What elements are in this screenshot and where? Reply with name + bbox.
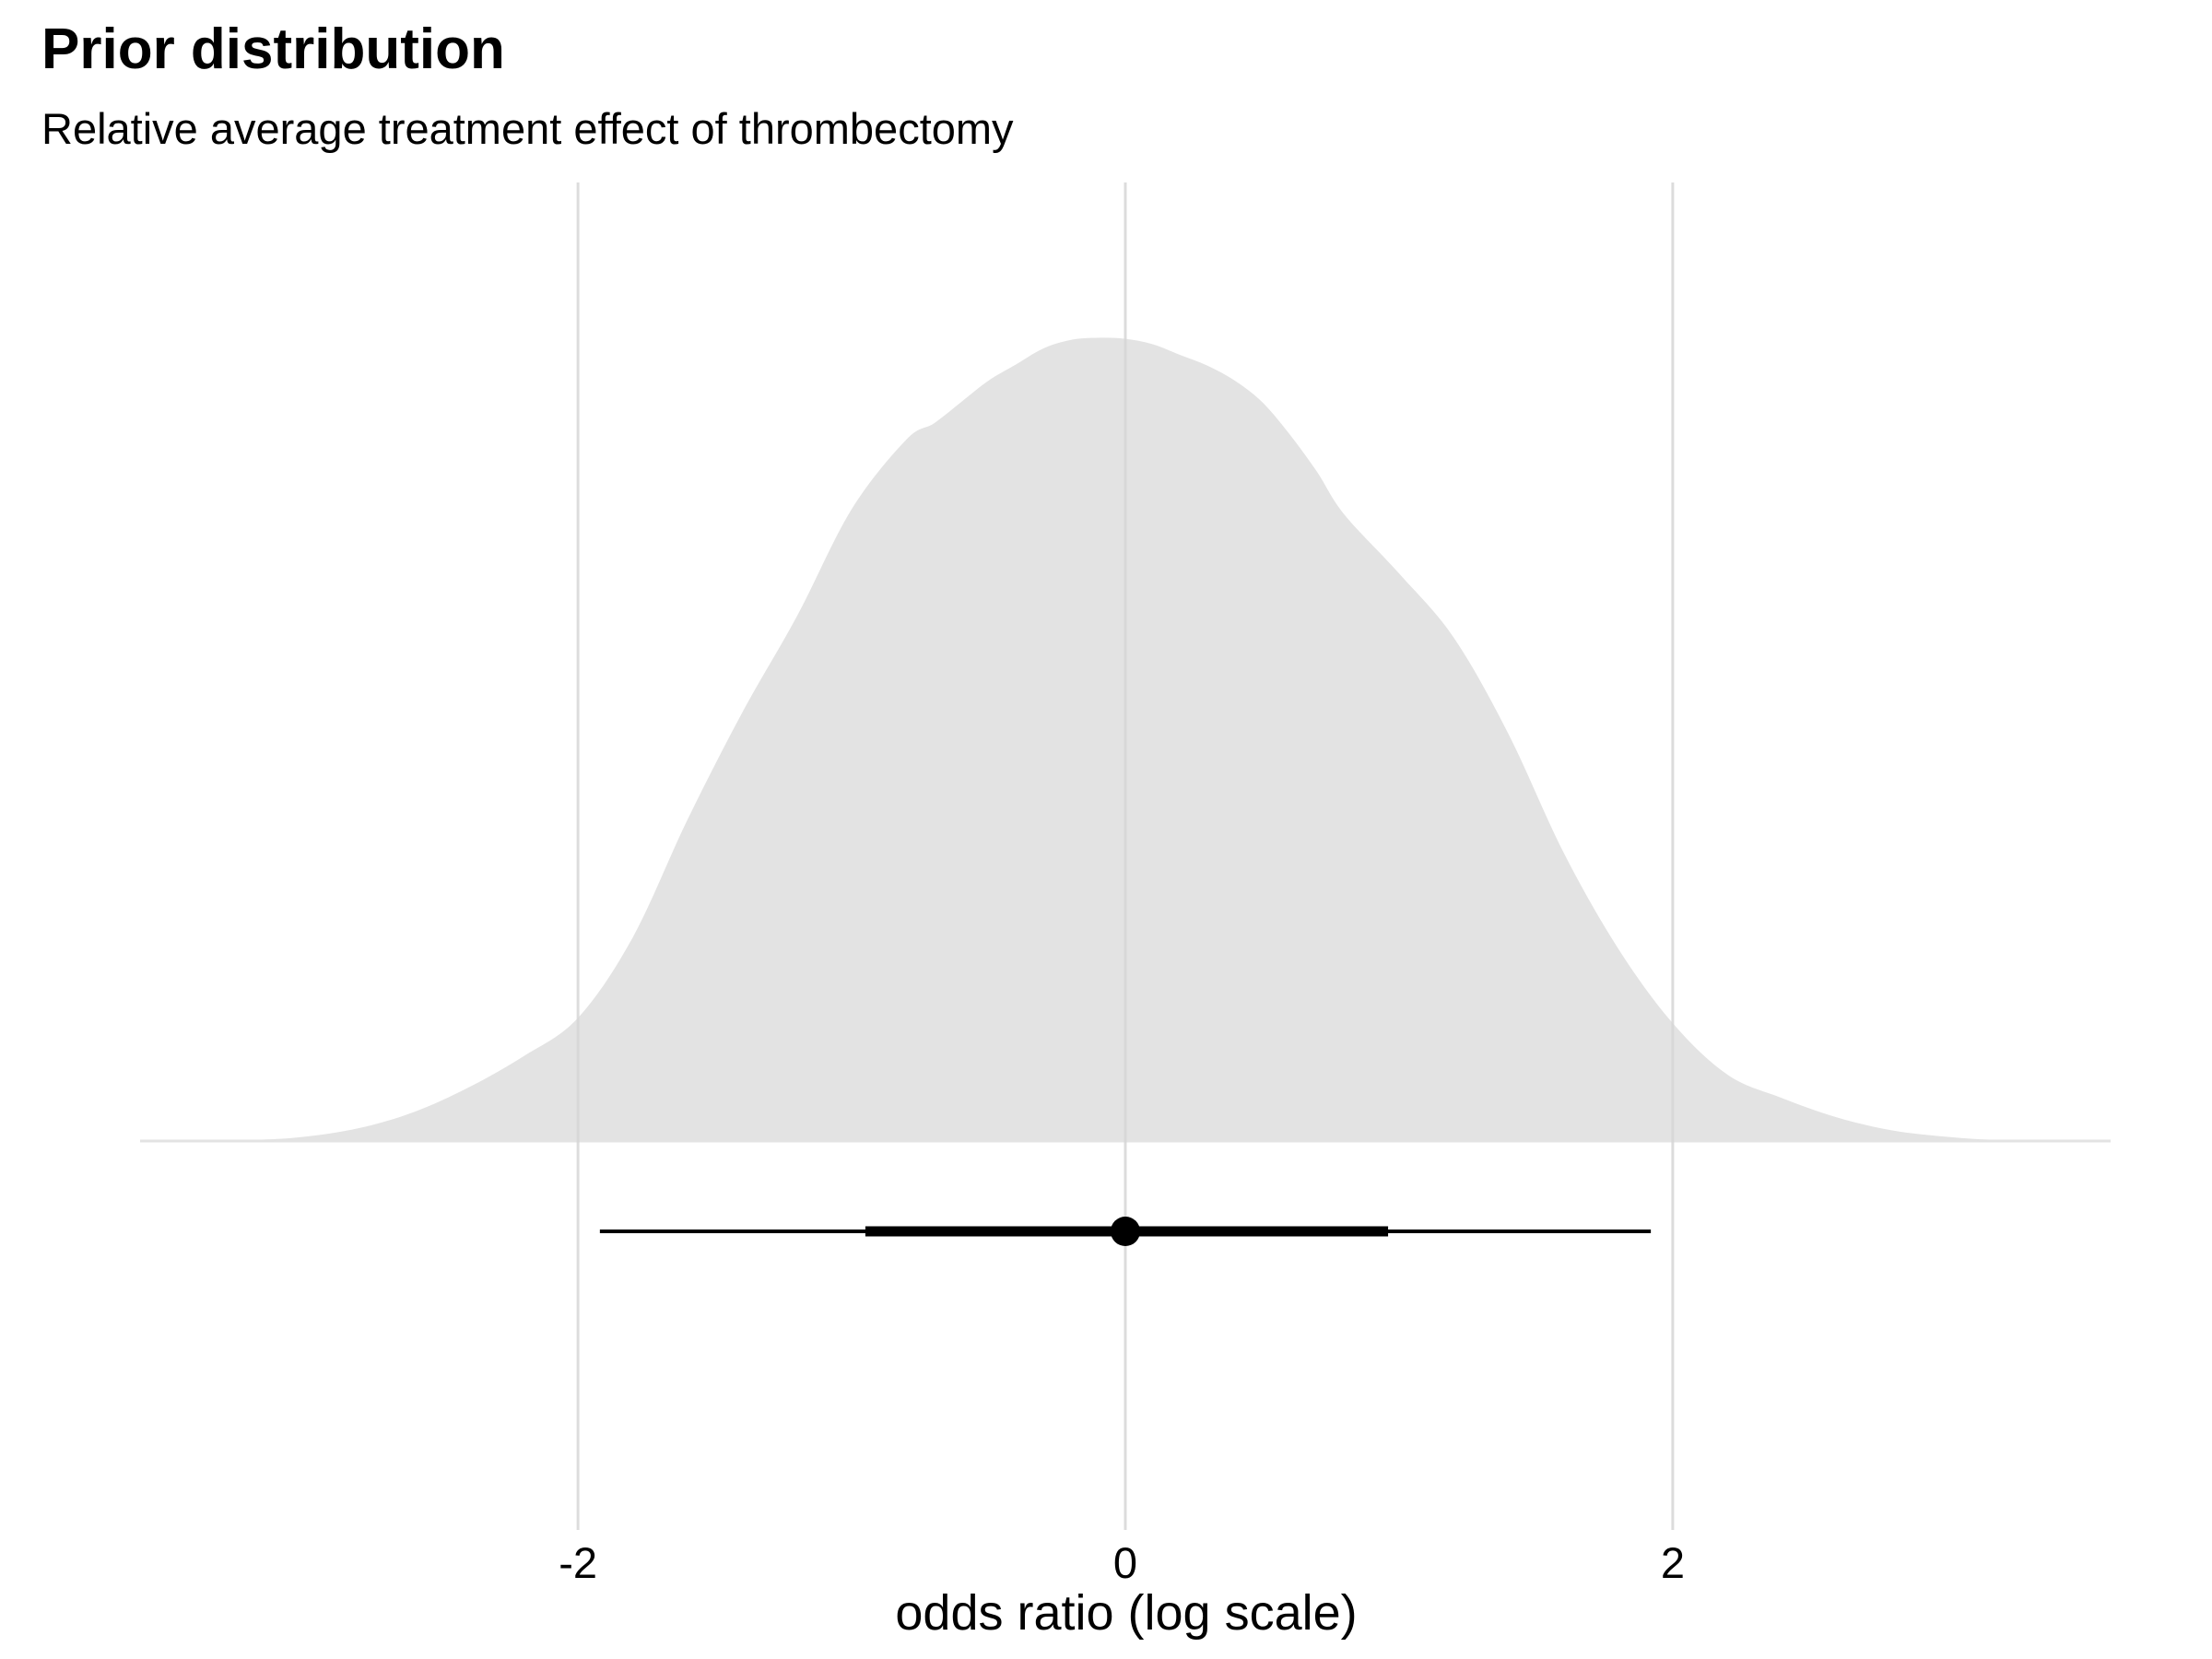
chart-title: Prior distribution bbox=[41, 18, 505, 81]
chart-subtitle: Relative average treatment effect of thr… bbox=[41, 104, 1014, 153]
point-interval-group bbox=[599, 1217, 1652, 1246]
x-axis-ticks: -2 0 2 bbox=[559, 1538, 1685, 1587]
x-tick-label: 2 bbox=[1661, 1538, 1685, 1587]
point-estimate bbox=[1111, 1217, 1140, 1246]
x-axis-title: odds ratio (log scale) bbox=[895, 1585, 1357, 1641]
x-tick-label: 0 bbox=[1113, 1538, 1137, 1587]
x-tick-label: -2 bbox=[559, 1538, 597, 1587]
gridlines bbox=[576, 182, 1675, 1530]
